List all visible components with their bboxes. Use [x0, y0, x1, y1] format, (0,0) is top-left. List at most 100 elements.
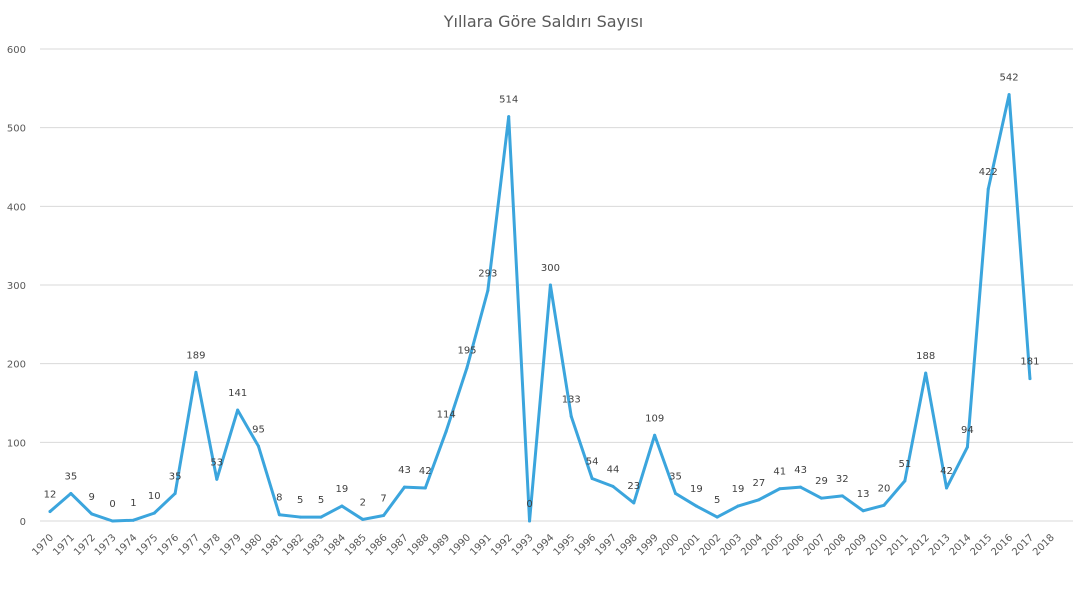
data-point	[986, 187, 990, 191]
data-point	[715, 515, 719, 519]
data-point	[736, 504, 740, 508]
x-tick-label: 2007	[802, 532, 828, 558]
data-point	[528, 519, 532, 523]
x-tick-label: 1982	[281, 532, 307, 558]
data-label: 0	[526, 499, 532, 510]
data-label: 514	[499, 95, 518, 106]
data-label: 5	[318, 495, 324, 506]
data-point	[548, 283, 552, 287]
x-tick-label: 1987	[385, 532, 411, 558]
x-tick-label: 1972	[72, 532, 98, 558]
x-tick-label: 1997	[593, 532, 619, 558]
data-label: 29	[815, 476, 828, 487]
data-point	[131, 518, 135, 522]
x-tick-label: 1970	[30, 532, 56, 558]
x-tick-label: 2015	[969, 532, 995, 558]
data-label: 2	[360, 497, 366, 508]
data-point	[1028, 377, 1032, 381]
x-tick-label: 2006	[781, 532, 807, 558]
x-tick-label: 1994	[531, 532, 557, 558]
data-label: 114	[437, 409, 456, 420]
data-point	[590, 477, 594, 481]
data-label: 54	[586, 457, 599, 468]
data-point	[569, 414, 573, 418]
x-tick-label: 2017	[1010, 532, 1036, 558]
data-label: 35	[169, 471, 182, 482]
data-point	[361, 517, 365, 521]
x-tick-label: 1993	[510, 532, 536, 558]
data-point	[778, 487, 782, 491]
x-tick-label: 1971	[51, 532, 77, 558]
x-tick-label: 1974	[114, 532, 140, 558]
data-point	[277, 513, 281, 517]
data-point	[257, 444, 260, 448]
x-tick-label: 1995	[552, 532, 578, 558]
x-tick-label: 2009	[843, 532, 869, 558]
y-tick-label: 0	[20, 517, 26, 528]
data-label: 19	[690, 484, 703, 495]
data-point	[840, 494, 844, 498]
x-tick-label: 1996	[572, 532, 598, 558]
x-tick-label: 1976	[155, 532, 181, 558]
data-label: 42	[940, 466, 953, 477]
data-label: 43	[794, 465, 807, 476]
x-tick-label: 1999	[635, 532, 661, 558]
x-tick-label: 1985	[343, 532, 369, 558]
y-tick-label: 300	[7, 281, 26, 292]
data-point	[423, 486, 427, 490]
y-tick-label: 600	[7, 45, 26, 56]
data-point	[90, 512, 94, 516]
data-point	[173, 491, 177, 495]
x-tick-label: 1984	[322, 532, 348, 558]
data-point	[402, 485, 406, 489]
data-label: 422	[979, 167, 998, 178]
data-label: 133	[562, 394, 581, 405]
data-label: 95	[252, 424, 265, 435]
data-point	[965, 445, 969, 449]
data-label: 293	[478, 269, 497, 280]
x-tick-label: 1983	[301, 532, 327, 558]
data-label: 9	[89, 492, 95, 503]
x-tick-label: 2012	[906, 532, 932, 558]
data-label: 23	[627, 481, 640, 492]
data-point	[903, 479, 907, 483]
x-tick-label: 2004	[739, 532, 765, 558]
data-point	[632, 501, 636, 505]
data-point	[945, 486, 949, 490]
y-tick-label: 400	[7, 202, 26, 213]
data-point	[486, 289, 490, 293]
data-point	[319, 515, 323, 519]
x-tick-label: 2018	[1031, 532, 1057, 558]
data-point	[111, 519, 115, 523]
data-point	[507, 115, 511, 119]
x-tick-label: 2001	[677, 532, 703, 558]
data-label: 35	[64, 471, 77, 482]
data-label: 20	[878, 483, 891, 494]
data-label: 188	[916, 351, 935, 362]
x-tick-label: 1988	[406, 532, 432, 558]
x-tick-label: 1998	[614, 532, 640, 558]
x-tick-label: 2011	[885, 532, 911, 558]
data-label: 189	[186, 350, 205, 361]
data-point	[611, 484, 615, 488]
x-tick-label: 1990	[447, 532, 473, 558]
data-label: 195	[457, 346, 476, 357]
data-point	[674, 491, 677, 495]
data-point	[444, 429, 448, 433]
x-tick-label: 1991	[468, 532, 494, 558]
data-label: 5	[714, 495, 720, 506]
x-tick-label: 1980	[239, 532, 265, 558]
x-tick-label: 2000	[656, 532, 682, 558]
y-tick-label: 100	[7, 438, 26, 449]
data-label: 10	[148, 491, 161, 502]
data-label: 300	[541, 263, 560, 274]
data-point	[48, 510, 52, 514]
data-label: 27	[753, 478, 766, 489]
x-tick-label: 1978	[197, 532, 223, 558]
data-point	[465, 366, 469, 370]
y-tick-label: 500	[7, 124, 26, 135]
x-tick-label: 1977	[176, 532, 202, 558]
y-axis-ticks: 0 100 200 300 400 500 600	[7, 45, 26, 528]
